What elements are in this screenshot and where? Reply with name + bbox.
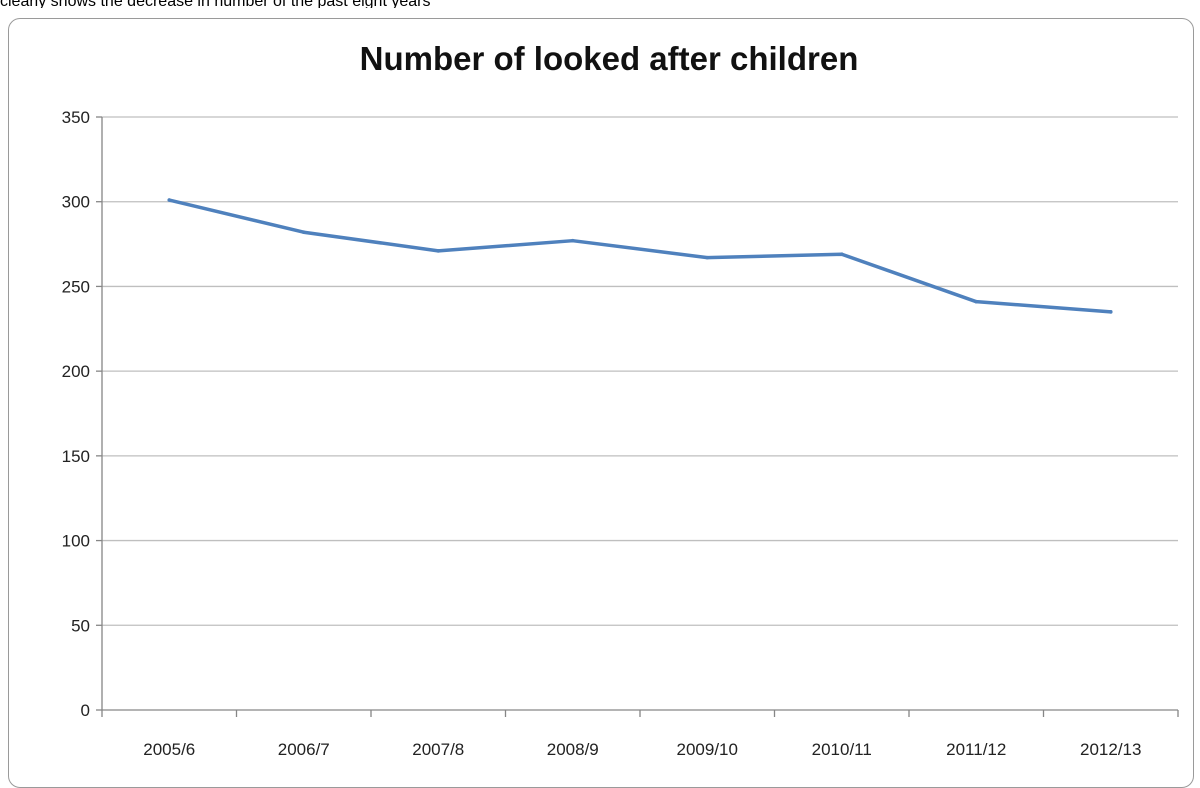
x-tick-label: 2007/8 (412, 740, 464, 759)
x-tick-label: 2010/11 (812, 740, 872, 759)
x-tick-label: 2005/6 (143, 740, 195, 759)
chart-frame (8, 18, 1194, 788)
x-tick-labels: 2005/6 2006/7 2007/8 2008/9 2009/10 2010/11 20… (143, 740, 1141, 759)
y-tick-label: 350 (62, 108, 90, 127)
y-tick-label: 150 (62, 447, 90, 466)
y-tick-label: 100 (62, 532, 90, 551)
top-text-fragment: clearly shows the decrease in number of … (0, 0, 1200, 8)
x-tick-label: 2006/7 (278, 740, 330, 759)
x-tick-label: 2008/9 (547, 740, 599, 759)
y-tick-label: 0 (81, 701, 90, 720)
y-tick-label: 300 (62, 193, 90, 212)
data-point (167, 198, 172, 202)
data-point (705, 255, 710, 260)
data-point (839, 252, 844, 257)
gridlines (102, 116, 1178, 626)
x-tick-label: 2009/10 (677, 740, 738, 759)
data-point (974, 299, 979, 304)
chart-title: Number of looked after children (359, 40, 859, 77)
y-tick-label: 200 (62, 362, 90, 381)
x-tick-label: 2012/13 (1080, 740, 1141, 759)
data-point (436, 249, 441, 253)
data-point (570, 238, 575, 243)
y-tick-label: 50 (71, 616, 90, 635)
y-tick-label: 250 (62, 277, 90, 296)
data-point (301, 230, 306, 235)
x-tick-label: 2011/12 (946, 740, 1006, 759)
y-tick-labels: 0 50 100 150 200 250 300 350 (62, 108, 90, 720)
axes (96, 116, 1179, 717)
series (167, 198, 1113, 314)
data-point (1108, 310, 1113, 314)
series-line (167, 198, 1113, 314)
